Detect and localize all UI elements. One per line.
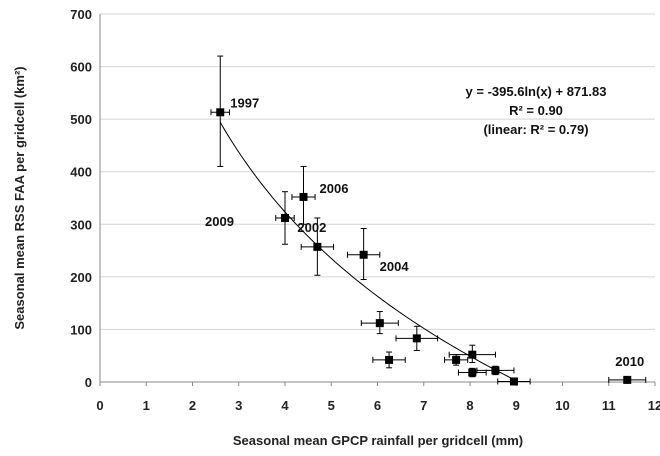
- y-tick-500: 500: [70, 112, 92, 127]
- point-label-2006: 2006: [320, 181, 349, 196]
- data-point-4: [359, 250, 368, 259]
- x-tick-1: 1: [143, 398, 150, 413]
- y-tick-300: 300: [70, 217, 92, 232]
- x-tick-8: 8: [466, 398, 473, 413]
- data-point-13: [623, 375, 632, 384]
- point-label-2002: 2002: [297, 220, 326, 235]
- y-tick-700: 700: [70, 7, 92, 22]
- fit-curve: [219, 122, 517, 382]
- point-label-1997: 1997: [230, 95, 259, 110]
- x-tick-7: 7: [420, 398, 427, 413]
- linear-r-squared: (linear: R² = 0.79): [483, 122, 588, 137]
- x-tick-6: 6: [374, 398, 381, 413]
- data-point-11: [491, 366, 500, 375]
- data-point-3: [313, 242, 322, 251]
- data-point-6: [385, 355, 394, 364]
- point-labels: 1997 2006 2009 2002 2004 2010: [205, 95, 644, 369]
- y-tick-600: 600: [70, 60, 92, 75]
- x-tick-3: 3: [235, 398, 242, 413]
- x-tick-9: 9: [513, 398, 520, 413]
- data-point-8: [452, 355, 461, 364]
- fit-equation: y = -395.6ln(x) + 871.83: [466, 84, 607, 99]
- y-tick-100: 100: [70, 322, 92, 337]
- x-tick-4: 4: [281, 398, 289, 413]
- y-tick-200: 200: [70, 270, 92, 285]
- x-tick-labels: 0 1 2 3 4 5 6 7 8 9 10 11 12: [96, 398, 660, 413]
- x-tick-0: 0: [96, 398, 103, 413]
- error-bars: [210, 55, 647, 385]
- x-axis-label: Seasonal mean GPCP rainfall per gridcell…: [233, 433, 523, 448]
- data-point-0: [216, 108, 225, 117]
- y-axis-label: Seasonal mean RSS FAA per gridcell (km²): [12, 66, 27, 329]
- error-bar-6: [372, 351, 406, 369]
- data-point-10: [468, 368, 477, 377]
- data-point-9: [468, 350, 477, 359]
- data-point-12: [509, 377, 518, 386]
- point-label-2009: 2009: [205, 214, 234, 229]
- data-point-2: [281, 213, 289, 222]
- x-tick-5: 5: [328, 398, 335, 413]
- x-tick-12: 12: [648, 398, 660, 413]
- y-tick-400: 400: [70, 165, 92, 180]
- data-point-1: [299, 192, 308, 201]
- x-tick-10: 10: [555, 398, 569, 413]
- data-point-5: [375, 319, 384, 328]
- y-tick-labels: 0 100 200 300 400 500 600 700: [70, 7, 92, 390]
- x-tick-11: 11: [602, 398, 616, 413]
- y-tick-0: 0: [85, 375, 92, 390]
- point-label-2004: 2004: [380, 259, 410, 274]
- gridlines: [100, 13, 655, 330]
- x-tick-2: 2: [189, 398, 196, 413]
- axes: [99, 14, 656, 386]
- point-label-2010: 2010: [615, 354, 644, 369]
- r-squared: R² = 0.90: [509, 103, 563, 118]
- data-point-7: [412, 334, 421, 343]
- fit-curve-group: [219, 122, 517, 382]
- data-points: [216, 108, 632, 386]
